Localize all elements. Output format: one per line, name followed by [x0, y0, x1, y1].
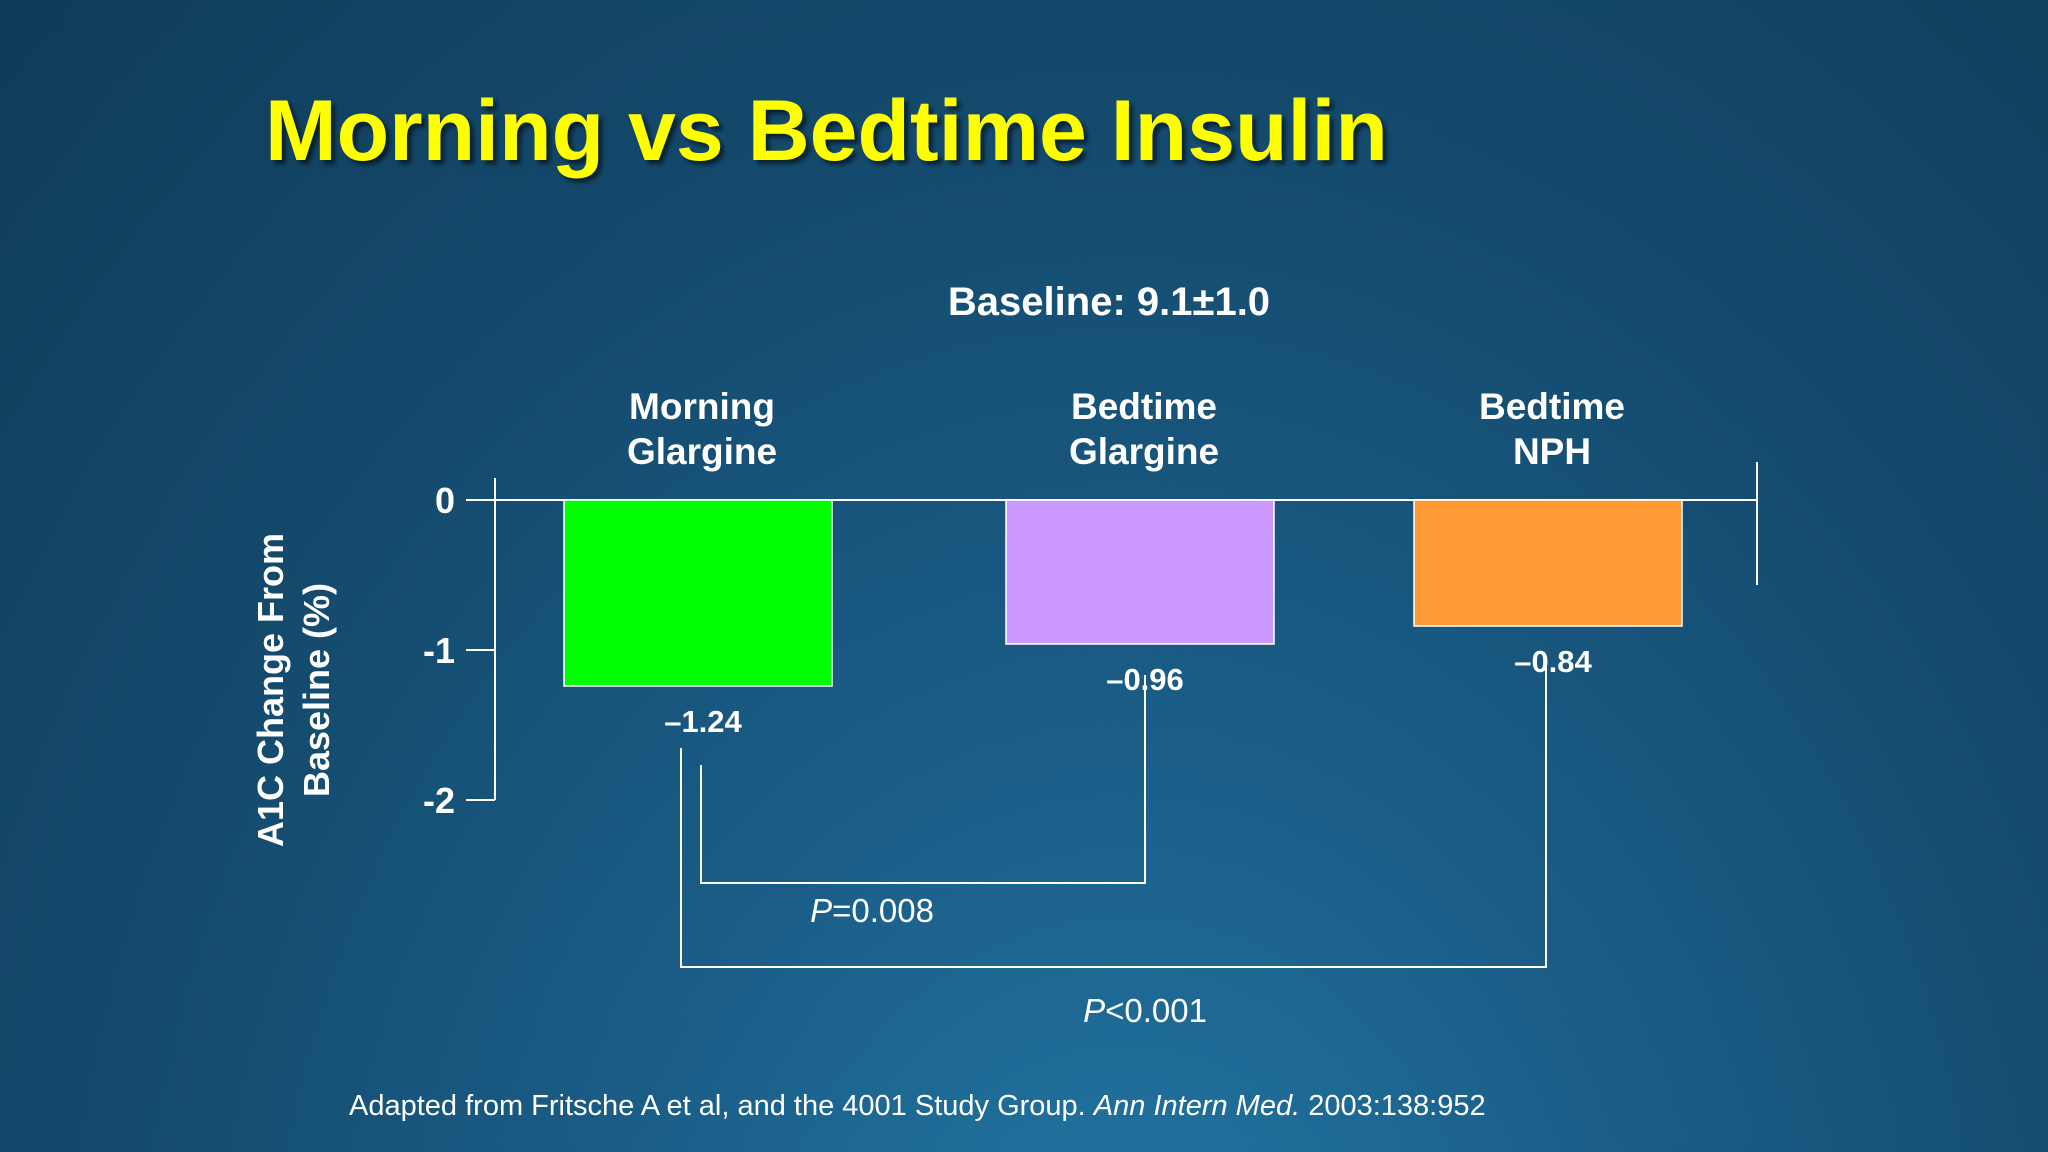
category-label: Bedtime Glargine — [1069, 386, 1219, 472]
category-label-line: Bedtime — [1071, 386, 1217, 427]
citation-prefix: Adapted from Fritsche A et al, and the 4… — [349, 1090, 1094, 1122]
slide-title: Morning vs Bedtime Insulin — [265, 83, 1388, 179]
y-axis-title-line: Baseline (%) — [296, 583, 337, 797]
citation-journal: Ann Intern Med. — [1093, 1090, 1301, 1122]
data-label: –0.84 — [1514, 644, 1592, 679]
category-label: Morning Glargine — [627, 386, 777, 472]
y-axis-title: A1C Change From Baseline (%) — [250, 533, 337, 847]
p-value: <0.001 — [1105, 992, 1207, 1029]
category-label-line: Bedtime — [1479, 386, 1625, 427]
comparison-bracket — [700, 675, 1146, 884]
p-value-label: P<0.001 — [1083, 992, 1207, 1029]
p-symbol: P — [1083, 992, 1105, 1029]
category-label-line: NPH — [1513, 431, 1591, 472]
p-value-label: P=0.008 — [810, 892, 934, 929]
bar — [1005, 499, 1275, 645]
citation: Adapted from Fritsche A et al, and the 4… — [349, 1090, 1486, 1123]
data-label: –1.24 — [664, 704, 742, 739]
bar — [563, 499, 833, 687]
y-axis-label: A1C Change From Baseline (%) — [250, 533, 337, 847]
y-tick-label: -1 — [423, 630, 455, 671]
bars — [563, 499, 1683, 687]
bar — [1413, 499, 1683, 627]
y-tick-label: 0 — [435, 480, 455, 521]
y-ticks: 0 -1 -2 — [423, 480, 495, 821]
p-value: =0.008 — [832, 892, 934, 929]
y-tick-label: -2 — [423, 780, 455, 821]
category-label-line: Morning — [629, 386, 775, 427]
category-label-line: Glargine — [627, 431, 777, 472]
p-symbol: P — [810, 892, 832, 929]
category-label-line: Glargine — [1069, 431, 1219, 472]
category-label: Bedtime NPH — [1479, 386, 1625, 472]
y-axis-title-line: A1C Change From — [250, 533, 291, 847]
comparison-bracket — [680, 658, 1547, 968]
citation-suffix: 2003:138:952 — [1300, 1090, 1486, 1122]
